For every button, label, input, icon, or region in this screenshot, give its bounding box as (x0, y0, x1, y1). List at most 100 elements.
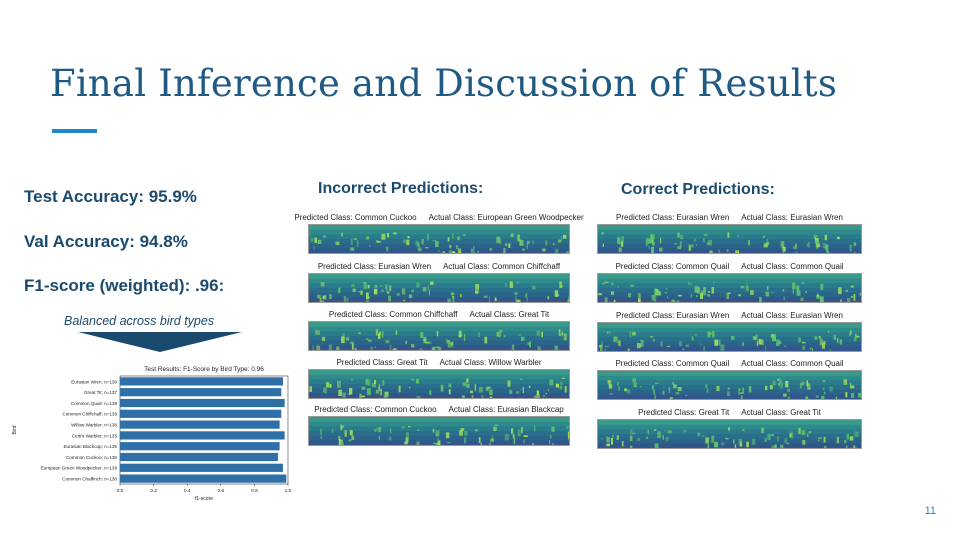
spectrogram-image (308, 273, 570, 303)
bar (120, 420, 280, 429)
panel-caption: Predicted Class: Common Quail Actual Clas… (597, 262, 862, 271)
panel-caption: Predicted Class: Eurasian Wren Actual Cla… (597, 311, 862, 320)
correct-panel: Predicted Class: Common Quail Actual Clas… (597, 262, 862, 304)
y-tick-label: Common Quail; n=139 (71, 401, 118, 406)
down-arrow-icon (78, 332, 242, 352)
spectrogram-image (308, 321, 570, 351)
incorrect-panel: Predicted Class: Great Tit Actual Class: … (308, 358, 570, 400)
page-number: 11 (924, 505, 936, 517)
spectrogram-graphic (309, 274, 569, 302)
actual-class-label: Actual Class: Great Tit (469, 310, 550, 319)
actual-class-label: Actual Class: Eurasian Wren (741, 311, 843, 320)
bar (120, 398, 285, 408)
plot-frame (119, 375, 289, 485)
bar (120, 452, 278, 462)
predicted-class-label: Predicted Class: Common Quail (615, 359, 730, 368)
spectrogram-graphic (598, 225, 861, 253)
bar (120, 388, 282, 397)
panel-caption: Predicted Class: Common Cuckoo Actual Cla… (294, 213, 583, 222)
bar (120, 474, 287, 483)
bar (120, 463, 283, 472)
f1-score-chart: Test Results: F1-Score by Bird Type: 0.9… (12, 366, 292, 502)
page-title: Final Inference and Discussion of Result… (50, 62, 838, 105)
spectrogram-image (597, 322, 862, 352)
actual-class-label: Actual Class: European Green Woodpecker (428, 213, 584, 222)
actual-class-label: Actual Class: Eurasian Wren (741, 213, 843, 222)
bar (120, 409, 282, 418)
x-tick-label: 1.0 (285, 488, 292, 494)
panel-caption: Predicted Class: Eurasian Wren Actual Cla… (308, 262, 570, 271)
y-tick-label: Great Tit; n=137 (84, 390, 118, 395)
spectrogram-graphic (598, 371, 861, 399)
spectrogram-image (597, 419, 862, 449)
predicted-class-label: Predicted Class: Common Cuckoo (294, 213, 417, 222)
spectrogram-image (597, 224, 862, 254)
y-axis-label: Bird (12, 425, 18, 434)
f1-score: F1-score (weighted): .96: (24, 276, 225, 295)
correct-panel: Predicted Class: Eurasian Wren Actual Cla… (597, 311, 862, 353)
spectrogram-graphic (598, 420, 861, 448)
spectrogram-graphic (598, 323, 861, 351)
x-tick-label: 0.2 (150, 488, 157, 494)
panel-caption: Predicted Class: Common Chiffchaff Actual… (308, 310, 570, 319)
bar (120, 377, 283, 386)
panel-caption: Predicted Class: Great Tit Actual Class: … (308, 358, 570, 367)
spectrogram-image (308, 224, 570, 254)
actual-class-label: Actual Class: Great Tit (741, 408, 821, 417)
correct-panel: Predicted Class: Common Quail Actual Clas… (597, 359, 862, 401)
x-tick-label: 0.8 (251, 488, 258, 494)
x-axis-label: f1-score (195, 496, 213, 502)
predicted-class-label: Predicted Class: Great Tit (638, 408, 730, 417)
panel-caption: Predicted Class: Eurasian Wren Actual Cla… (597, 213, 862, 222)
incorrect-panel: Predicted Class: Common Cuckoo Actual Cla… (294, 213, 584, 255)
spectrogram-graphic (309, 370, 569, 398)
y-tick-label: Cetti's Warbler; n=135 (72, 433, 118, 438)
spectrogram-image (308, 416, 570, 446)
predicted-class-label: Predicted Class: Common Quail (615, 262, 730, 271)
x-tick-label: 0.0 (117, 488, 124, 494)
spectrogram-graphic (598, 274, 861, 302)
panel-caption: Predicted Class: Common Quail Actual Clas… (597, 359, 862, 368)
title-underline (52, 129, 97, 133)
spectrogram-image (308, 369, 570, 399)
incorrect-predictions-heading: Incorrect Predictions: (318, 180, 484, 197)
panel-caption: Predicted Class: Great Tit Actual Class: … (597, 408, 862, 417)
spectrogram-image (597, 273, 862, 303)
y-tick-label: Eurasian Wren; n=139 (71, 379, 117, 384)
incorrect-panel: Predicted Class: Eurasian Wren Actual Cla… (308, 262, 570, 304)
actual-class-label: Actual Class: Common Quail (741, 359, 844, 368)
predicted-class-label: Predicted Class: Eurasian Wren (616, 213, 730, 222)
y-tick-label: Common Chiffchaff; n=138 (62, 412, 117, 417)
bar (120, 431, 285, 440)
x-tick-label: 0.6 (217, 488, 224, 494)
spectrogram-graphic (309, 225, 569, 253)
incorrect-panel: Predicted Class: Common Cuckoo Actual Cla… (308, 405, 570, 447)
panel-caption: Predicted Class: Common Cuckoo Actual Cla… (308, 405, 570, 414)
y-tick-label: European Green Woodpecker; n=138 (41, 466, 118, 471)
actual-class-label: Actual Class: Common Chiffchaff (443, 262, 561, 271)
actual-class-label: Actual Class: Common Quail (741, 262, 844, 271)
spectrogram-graphic (309, 417, 569, 445)
y-tick-label: Willow Warbler; n=138 (71, 423, 117, 428)
actual-class-label: Actual Class: Eurasian Blackcap (448, 405, 564, 414)
spectrogram-graphic (309, 322, 569, 350)
y-tick-label: Common Chaffinch; n=138 (62, 477, 117, 482)
spectrogram-image (597, 370, 862, 400)
actual-class-label: Actual Class: Willow Warbler (439, 358, 542, 367)
correct-predictions-heading: Correct Predictions: (621, 181, 775, 198)
balanced-note: Balanced across bird types (64, 314, 215, 328)
predicted-class-label: Predicted Class: Eurasian Wren (616, 311, 730, 320)
correct-panel: Predicted Class: Great Tit Actual Class: … (597, 408, 862, 450)
predicted-class-label: Predicted Class: Common Chiffchaff (328, 310, 458, 319)
predicted-class-label: Predicted Class: Eurasian Wren (317, 262, 432, 271)
chart-title: Test Results: F1-Score by Bird Type: 0.9… (144, 366, 264, 373)
predicted-class-label: Predicted Class: Common Cuckoo (314, 405, 437, 414)
val-accuracy: Val Accuracy: 94.8% (24, 232, 188, 251)
x-tick-label: 0.4 (184, 488, 191, 494)
incorrect-panel: Predicted Class: Common Chiffchaff Actual… (308, 310, 570, 352)
correct-panel: Predicted Class: Eurasian Wren Actual Cla… (597, 213, 862, 255)
y-tick-label: Eurasian Blackcap; n=139 (63, 444, 117, 449)
predicted-class-label: Predicted Class: Great Tit (336, 358, 428, 367)
test-accuracy: Test Accuracy: 95.9% (24, 187, 197, 206)
